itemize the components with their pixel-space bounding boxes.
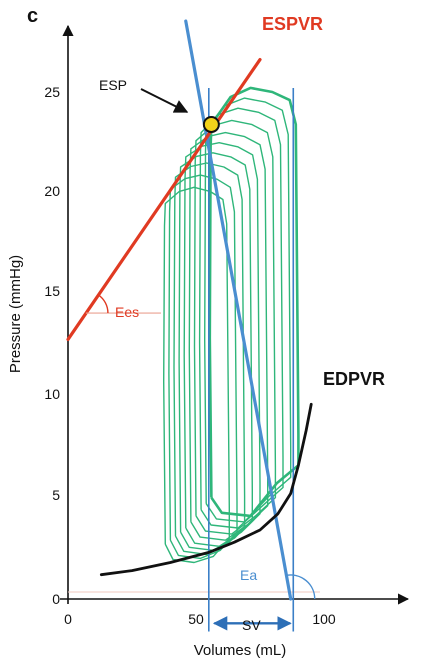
pv-loop-1 [208, 86, 300, 518]
x-axis-title: Volumes (mL) [194, 642, 287, 659]
esp-pointer-arrow [140, 88, 189, 113]
pv-loop-10 [162, 186, 231, 564]
y-tick-label-25: 25 [44, 84, 60, 100]
y-tick-label-10: 10 [44, 386, 60, 402]
esp-point [202, 115, 220, 133]
pv-loop-2 [203, 97, 292, 523]
pv-loop-9 [168, 174, 238, 560]
y-tick-label-15: 15 [44, 283, 60, 299]
edpvr-curve [99, 402, 313, 577]
pv-loops [162, 86, 300, 564]
y-tick-label-0: 0 [52, 591, 60, 607]
x-tick-label-0: 0 [64, 611, 72, 627]
reference-lines [66, 19, 313, 632]
panel-letter: c [27, 5, 38, 27]
esp-label: ESP [99, 77, 127, 93]
ea-angle-arc [286, 574, 316, 600]
espvr-line [66, 57, 262, 342]
ea-line [184, 19, 293, 601]
edpvr-label: EDPVR [323, 369, 385, 389]
espvr-label: ESPVR [262, 14, 323, 34]
y-tick-label-20: 20 [44, 183, 60, 199]
y-tick-label-5: 5 [52, 487, 60, 503]
ees-label: Ees [115, 304, 139, 320]
y-axis-title: Pressure (mmHg) [7, 255, 24, 373]
x-tick-label-50: 50 [188, 611, 204, 627]
ea-label: Ea [240, 567, 257, 583]
sv-label: SV [242, 617, 261, 633]
ees-angle-arc [97, 294, 109, 314]
x-tick-label-100: 100 [312, 611, 336, 627]
